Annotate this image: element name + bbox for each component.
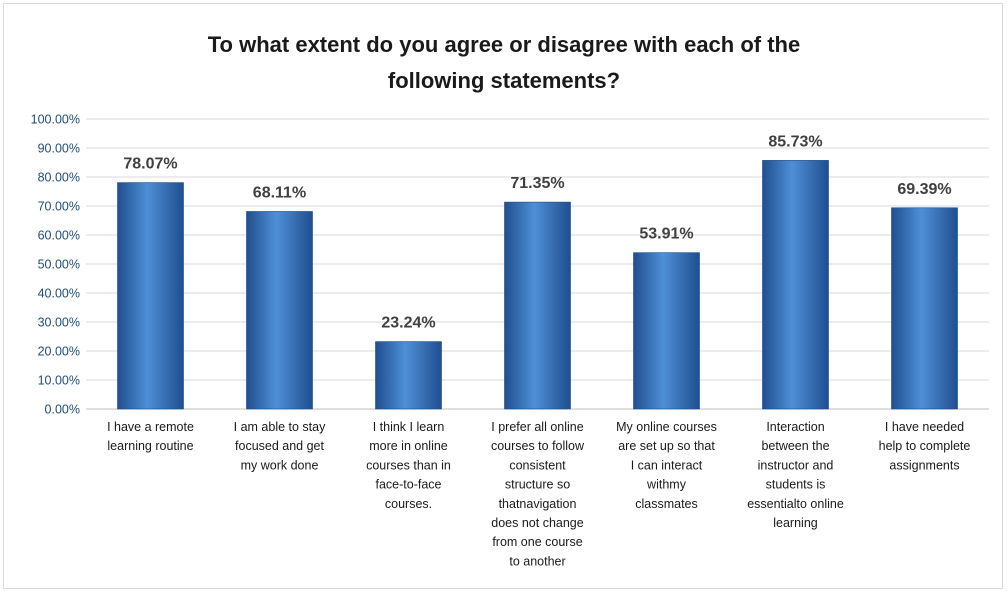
data-label: 68.11% (253, 184, 306, 201)
y-tick-label: 100.00% (31, 113, 80, 127)
data-label: 23.24% (381, 315, 435, 332)
bars (117, 160, 958, 410)
y-axis-ticks: 0.00% 10.00% 20.00% 30.00% 40.00% 50.00% 60.00… (31, 113, 80, 417)
bar (762, 160, 829, 410)
data-label: 69.39% (897, 181, 951, 198)
y-tick-label: 90.00% (38, 142, 80, 156)
y-tick-label: 10.00% (38, 374, 80, 388)
chart-title-line: To what extent do you agree or disagree … (208, 32, 800, 57)
y-tick-label: 80.00% (38, 171, 80, 185)
y-tick-label: 20.00% (38, 345, 80, 359)
x-tick-label: I prefer all online courses to follow cons… (491, 420, 585, 568)
chart-frame: To what extent do you agree or disagree … (3, 3, 1003, 589)
bar (633, 252, 700, 410)
data-labels: 78.07% 68.11% 23.24% 71.35% 53.91% 85.73% 69.3… (123, 133, 951, 331)
x-axis-labels: I have a remote learning routine I am able… (107, 420, 970, 568)
data-label: 78.07% (123, 156, 177, 173)
y-tick-label: 40.00% (38, 287, 80, 301)
y-tick-label: 30.00% (38, 316, 80, 330)
x-tick-label: I am able to stay focused and get my work … (234, 420, 326, 472)
bar (375, 341, 442, 410)
bar (504, 201, 571, 410)
bar-chart: To what extent do you agree or disagree … (31, 32, 989, 568)
bar (246, 211, 313, 410)
data-label: 53.91% (639, 226, 693, 243)
bar (891, 207, 958, 410)
y-tick-label: 70.00% (38, 200, 80, 214)
chart-title: To what extent do you agree or disagree … (208, 32, 800, 93)
data-label: 71.35% (510, 175, 564, 192)
y-tick-label: 60.00% (38, 229, 80, 243)
y-tick-label: 0.00% (45, 403, 80, 417)
x-tick-label: I think I learn more in online courses tha… (366, 420, 451, 511)
x-tick-label: I have needed help to complete assignments (879, 420, 971, 472)
x-tick-label: My online courses are set up so that I can… (616, 420, 717, 511)
bar (117, 182, 184, 410)
y-tick-label: 50.00% (38, 258, 80, 272)
data-label: 85.73% (768, 133, 822, 150)
x-tick-label: Interaction between the instructor and stud… (747, 420, 844, 530)
x-tick-label: I have a remote learning routine (107, 420, 194, 453)
chart-title-line: following statements? (388, 68, 620, 93)
